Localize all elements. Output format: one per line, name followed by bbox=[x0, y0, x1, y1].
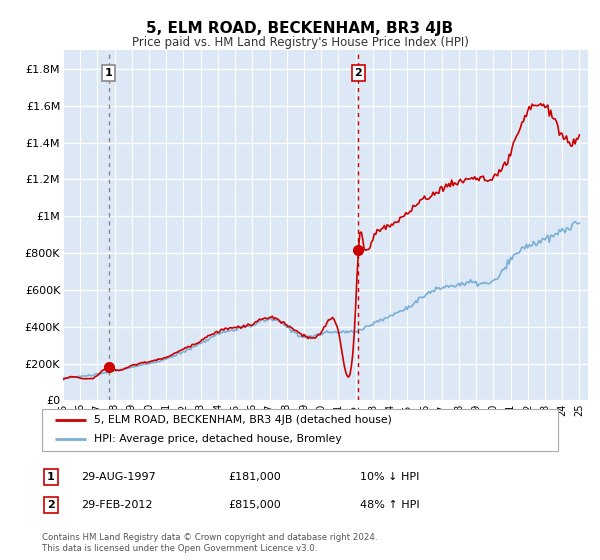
Text: 5, ELM ROAD, BECKENHAM, BR3 4JB: 5, ELM ROAD, BECKENHAM, BR3 4JB bbox=[146, 21, 454, 36]
Text: 1: 1 bbox=[105, 68, 113, 78]
Text: 10% ↓ HPI: 10% ↓ HPI bbox=[360, 472, 419, 482]
Text: £181,000: £181,000 bbox=[228, 472, 281, 482]
Text: 5, ELM ROAD, BECKENHAM, BR3 4JB (detached house): 5, ELM ROAD, BECKENHAM, BR3 4JB (detache… bbox=[94, 415, 391, 425]
Text: HPI: Average price, detached house, Bromley: HPI: Average price, detached house, Brom… bbox=[94, 435, 341, 445]
Text: £815,000: £815,000 bbox=[228, 500, 281, 510]
Text: Price paid vs. HM Land Registry's House Price Index (HPI): Price paid vs. HM Land Registry's House … bbox=[131, 36, 469, 49]
Text: 2: 2 bbox=[355, 68, 362, 78]
Text: 1: 1 bbox=[47, 472, 55, 482]
Text: 48% ↑ HPI: 48% ↑ HPI bbox=[360, 500, 419, 510]
Text: 2: 2 bbox=[47, 500, 55, 510]
Text: Contains HM Land Registry data © Crown copyright and database right 2024.
This d: Contains HM Land Registry data © Crown c… bbox=[42, 533, 377, 553]
Text: 29-FEB-2012: 29-FEB-2012 bbox=[81, 500, 152, 510]
FancyBboxPatch shape bbox=[42, 409, 558, 451]
Text: 29-AUG-1997: 29-AUG-1997 bbox=[81, 472, 156, 482]
